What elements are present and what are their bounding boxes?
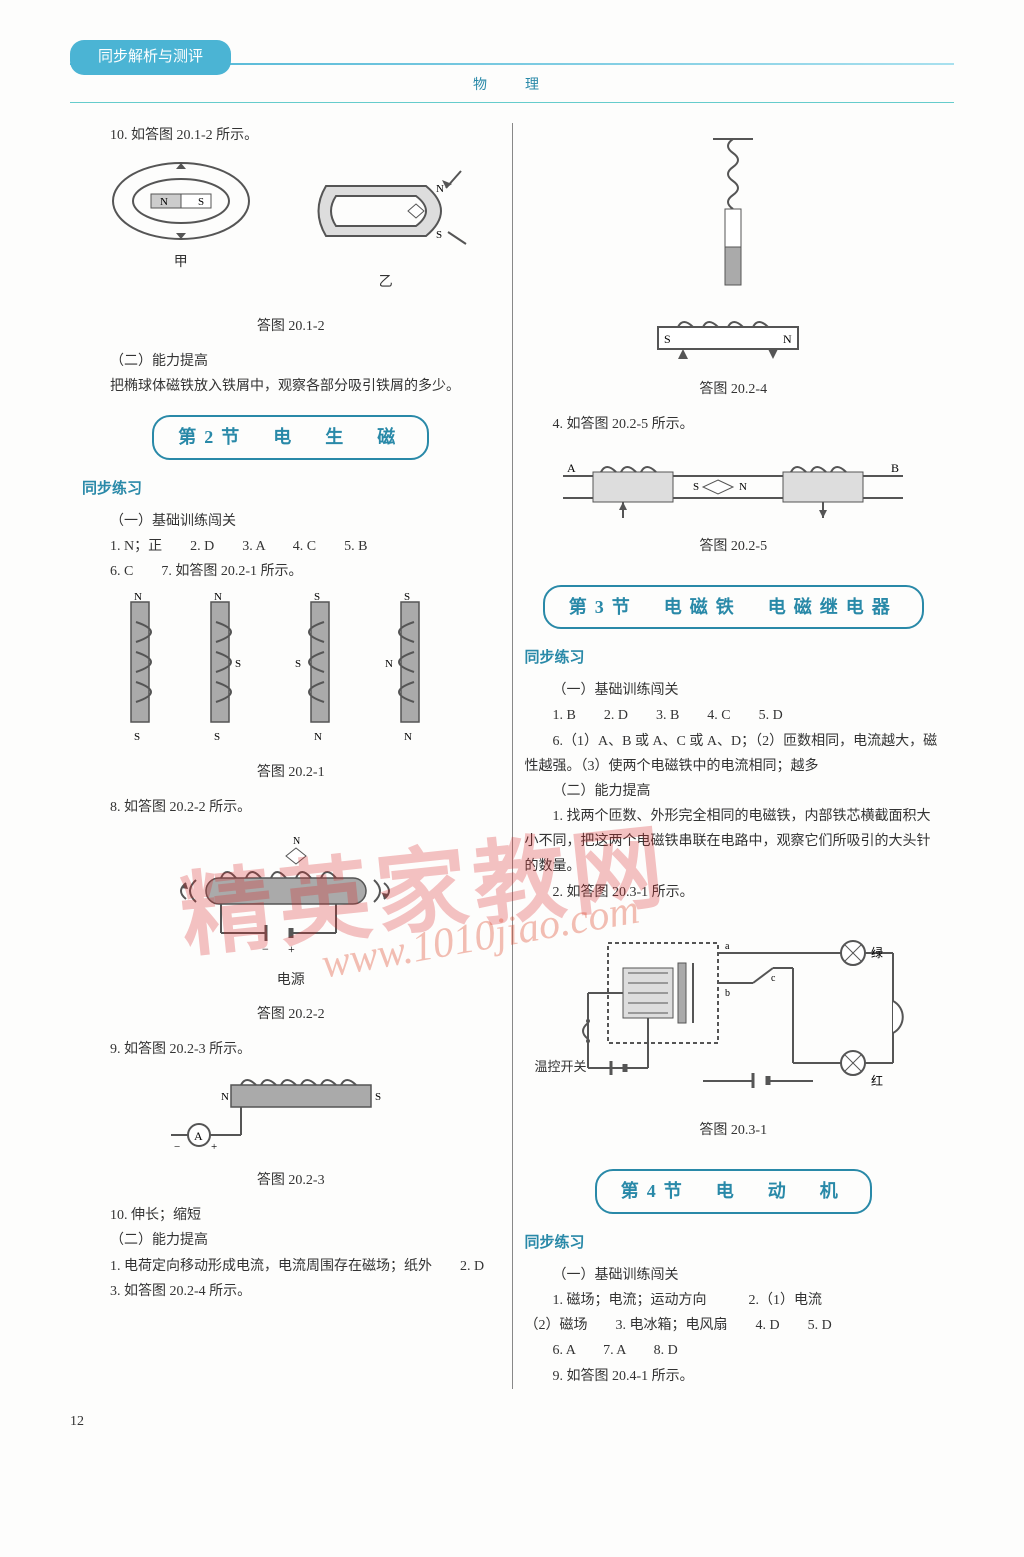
- power-label: 电源: [82, 968, 500, 993]
- q8-text: 8. 如答图 20.2-2 所示。: [82, 795, 500, 820]
- svg-text:S: S: [134, 731, 140, 743]
- q9-text: 9. 如答图 20.2-3 所示。: [82, 1037, 500, 1062]
- s4-answers-4: 9. 如答图 20.4-1 所示。: [525, 1364, 943, 1389]
- svg-text:b: b: [725, 988, 730, 999]
- svg-text:S: S: [375, 1091, 381, 1103]
- fig-20-2-2-caption: 答图 20.2-2: [82, 1002, 500, 1027]
- svg-text:S: S: [198, 196, 204, 208]
- svg-text:S: S: [404, 592, 410, 603]
- svg-text:N: N: [739, 481, 747, 493]
- sub1-4-heading: （一）基础训练闯关: [525, 1263, 943, 1288]
- fig-jia-label: 甲: [106, 250, 256, 275]
- svg-text:N: N: [783, 332, 792, 346]
- practice-heading: 同步练习: [82, 476, 500, 503]
- figure-20-2-1: N S N S S S N S: [82, 592, 500, 752]
- sub1-heading: （一）基础训练闯关: [82, 509, 500, 534]
- s3-p2: 2. 如答图 20.3-1 所示。: [525, 880, 943, 905]
- fig-20-2-1-caption: 答图 20.2-1: [82, 760, 500, 785]
- practice3-heading: 同步练习: [525, 645, 943, 672]
- s3-p1: 1. 找两个匝数、外形完全相同的电磁铁，内部铁芯横截面积大小不同，把这两个电磁铁…: [525, 804, 943, 880]
- svg-text:S: S: [235, 658, 241, 670]
- figure-20-2-5: S N A B: [525, 446, 943, 526]
- subject-label: 物 理: [70, 73, 954, 103]
- q10b-text: 10. 伸长；缩短: [82, 1203, 500, 1228]
- figure-20-2-3: N S A − +: [82, 1070, 500, 1160]
- svg-text:A: A: [567, 461, 576, 475]
- p1-text: 1. 电荷定向移动形成电流，电流周围存在磁场；纸外 2. D: [82, 1254, 500, 1279]
- s3-answers-2: 6.（1）A、B 或 A、C 或 A、D；（2）匝数相同，电流越大，磁性越强。（…: [525, 729, 943, 779]
- figure-20-3-1: a b c: [525, 913, 943, 1078]
- s4-answers-3: 6. A 7. A 8. D: [525, 1338, 943, 1363]
- fig-20-1-2-caption: 答图 20.1-2: [82, 314, 500, 339]
- s4-answers-2: （2）磁场 3. 电冰箱；电风扇 4. D 5. D: [525, 1313, 943, 1338]
- figure-spring-magnet: [525, 131, 943, 301]
- p3-text: 3. 如答图 20.2-4 所示。: [82, 1279, 500, 1304]
- svg-text:N: N: [221, 1091, 229, 1103]
- q10-text: 10. 如答图 20.1-2 所示。: [82, 123, 500, 148]
- ability-heading: （二）能力提高: [82, 349, 500, 374]
- s3-answers-1: 1. B 2. D 3. B 4. C 5. D: [525, 703, 943, 728]
- section-4-title: 第4节 电 动 机: [595, 1169, 872, 1213]
- svg-text:红: 红: [871, 1073, 883, 1088]
- fig-20-2-5-caption: 答图 20.2-5: [525, 534, 943, 559]
- svg-text:S: S: [314, 592, 320, 603]
- svg-text:N: N: [134, 592, 142, 603]
- figure-20-2-4: S N: [525, 309, 943, 369]
- left-column: 10. 如答图 20.1-2 所示。 N S 甲: [70, 123, 513, 1389]
- practice4-heading: 同步练习: [525, 1230, 943, 1257]
- svg-text:N: N: [385, 658, 393, 670]
- svg-text:N: N: [160, 196, 168, 208]
- q4-text: 4. 如答图 20.2-5 所示。: [525, 412, 943, 437]
- sub1-3-heading: （一）基础训练闯关: [525, 678, 943, 703]
- svg-text:N: N: [404, 731, 412, 743]
- fig-20-3-1-caption: 答图 20.3-1: [525, 1118, 943, 1143]
- svg-text:c: c: [771, 973, 776, 984]
- svg-text:N: N: [436, 183, 444, 195]
- svg-text:a: a: [725, 941, 730, 952]
- ability2-3-heading: （二）能力提高: [525, 779, 943, 804]
- figure-20-1-2: N S 甲 N S: [82, 156, 500, 305]
- ability2b-heading: （二）能力提高: [82, 1228, 500, 1253]
- svg-text:N: N: [314, 731, 322, 743]
- bar-magnet-field-icon: N S: [106, 156, 256, 246]
- svg-text:−: −: [174, 1141, 180, 1153]
- section-2-title: 第2节 电 生 磁: [152, 415, 429, 459]
- header-tab: 同步解析与测评: [70, 40, 231, 75]
- svg-text:N: N: [214, 592, 222, 603]
- horseshoe-magnet-icon: N S: [296, 156, 476, 266]
- ability-text: 把椭球体磁铁放入铁屑中，观察各部分吸引铁屑的多少。: [82, 374, 500, 399]
- page-number: 12: [70, 1409, 954, 1434]
- svg-text:−: −: [262, 942, 269, 956]
- svg-text:S: S: [436, 229, 442, 241]
- s4-answers-1: 1. 磁场；电流；运动方向 2.（1）电流: [525, 1288, 943, 1313]
- fig-20-2-3-caption: 答图 20.2-3: [82, 1168, 500, 1193]
- right-column: S N 答图 20.2-4 4. 如答图 20.2-5 所示。 S: [513, 123, 955, 1389]
- svg-text:B: B: [891, 461, 899, 475]
- svg-text:S: S: [664, 332, 671, 346]
- page-header: 同步解析与测评 物 理: [70, 40, 954, 103]
- svg-text:+: +: [211, 1141, 217, 1153]
- svg-text:S: S: [693, 481, 699, 493]
- fig-20-2-4-caption: 答图 20.2-4: [525, 377, 943, 402]
- s2-answers-2: 6. C 7. 如答图 20.2-1 所示。: [82, 559, 500, 584]
- section-3-title: 第3节 电磁铁 电磁继电器: [543, 585, 924, 629]
- svg-text:A: A: [194, 1129, 203, 1143]
- svg-text:+: +: [288, 942, 295, 956]
- svg-text:绿: 绿: [871, 945, 883, 960]
- svg-text:N: N: [293, 836, 300, 847]
- s2-answers-1: 1. N；正 2. D 3. A 4. C 5. B: [82, 534, 500, 559]
- svg-text:S: S: [295, 658, 301, 670]
- svg-text:S: S: [214, 731, 220, 743]
- fig-yi-label: 乙: [296, 270, 476, 295]
- figure-20-2-2: − + N 电源: [82, 828, 500, 993]
